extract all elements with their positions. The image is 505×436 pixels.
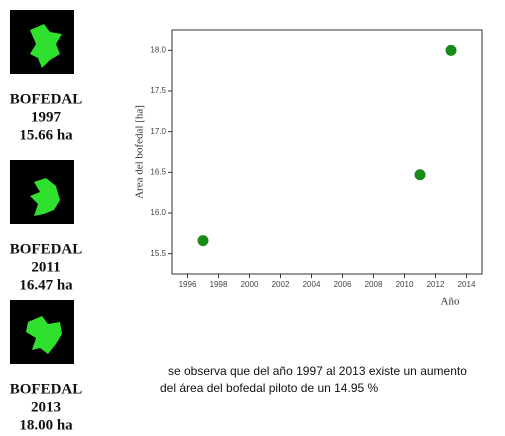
x-tick-label: 2004	[303, 280, 321, 289]
x-tick-label: 2002	[272, 280, 290, 289]
x-tick-label: 2014	[458, 280, 476, 289]
x-tick-label: 1998	[210, 280, 228, 289]
x-axis-title: Año	[441, 296, 460, 308]
panel-year: 1997	[31, 109, 62, 125]
y-tick-label: 17.5	[150, 86, 166, 95]
panel-area: 15.66 ha	[19, 127, 73, 143]
panel-year: 2013	[31, 399, 61, 415]
panel-year: 2011	[31, 259, 60, 275]
x-tick-label: 2008	[365, 280, 383, 289]
panel-label: BOFEDAL	[10, 91, 83, 107]
x-tick-label: 2010	[396, 280, 414, 289]
page: Año Area del bofedal [ha] se observa que…	[0, 0, 505, 436]
panel-area: 16.47 ha	[19, 277, 73, 293]
y-tick-label: 15.5	[150, 249, 166, 258]
x-tick-label: 2000	[241, 280, 259, 289]
y-tick-label: 16.5	[150, 167, 166, 176]
x-tick-label: 2006	[334, 280, 352, 289]
panel-area: 18.00 ha	[19, 417, 73, 433]
y-tick-label: 16.0	[150, 208, 166, 217]
x-tick-label: 2012	[427, 280, 445, 289]
y-tick-label: 18.0	[150, 45, 166, 54]
panel-label: BOFEDAL	[10, 241, 83, 257]
panel-label: BOFEDAL	[10, 381, 83, 397]
caption-line: se observa que del año 1997 al 2013 exis…	[168, 364, 467, 378]
y-tick-label: 17.0	[150, 127, 166, 136]
caption-line: del área del bofedal piloto de un 14.95 …	[160, 381, 378, 395]
y-axis-title: Area del bofedal [ha]	[134, 105, 146, 199]
data-point	[446, 45, 457, 56]
data-point	[415, 169, 426, 180]
data-point	[198, 235, 209, 246]
x-tick-label: 1996	[179, 280, 197, 289]
